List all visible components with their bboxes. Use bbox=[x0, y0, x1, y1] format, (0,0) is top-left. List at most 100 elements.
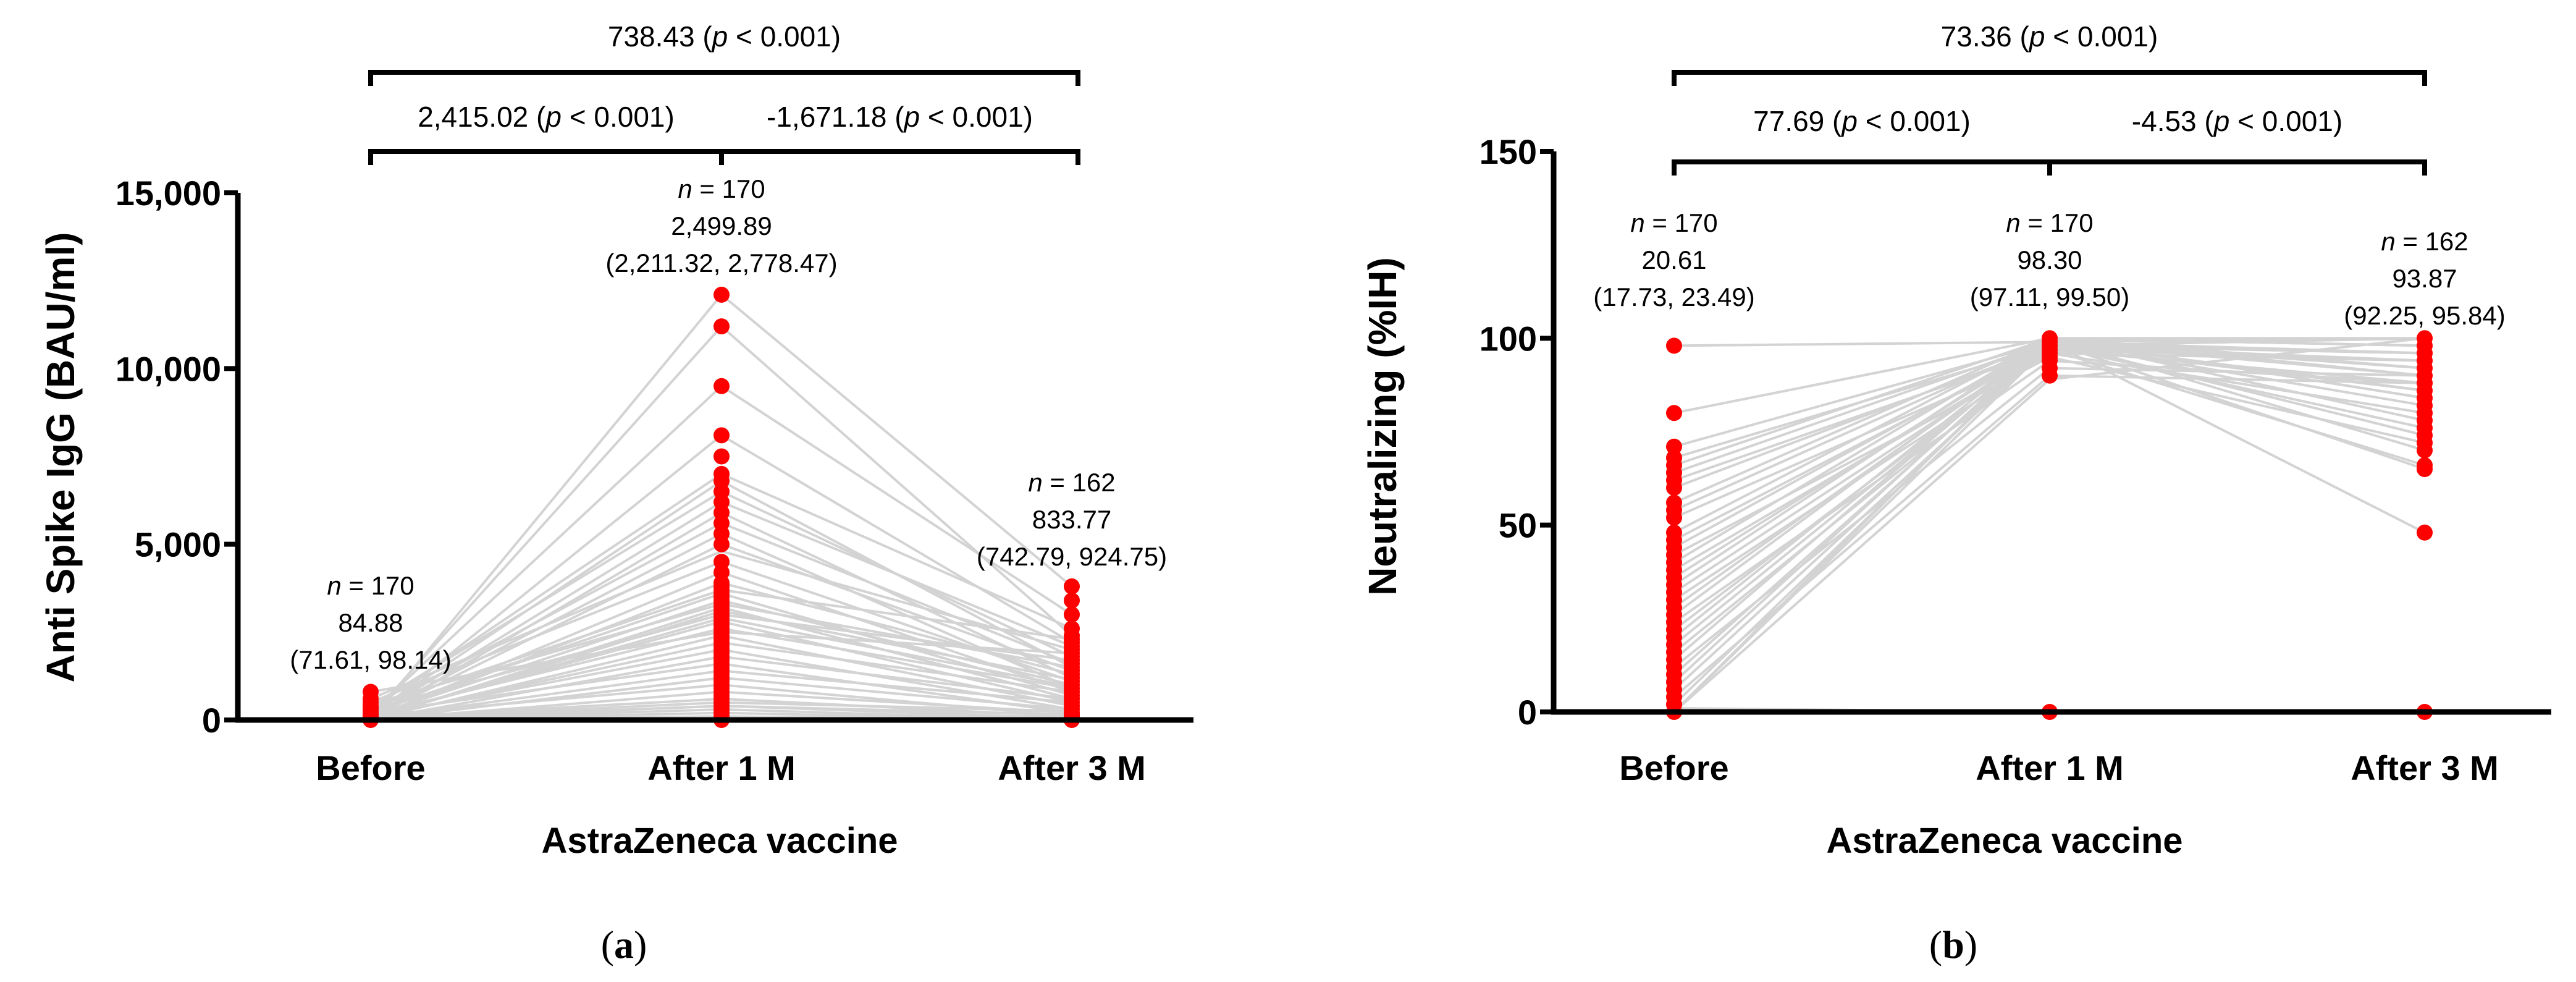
data-point-before bbox=[1666, 438, 1682, 455]
n-symbol: n bbox=[678, 174, 692, 203]
comparison-bracket bbox=[2047, 159, 2427, 176]
comparison-bracket bbox=[368, 149, 724, 165]
points-group bbox=[1666, 330, 2433, 720]
y-tick-label: 50 bbox=[1499, 506, 1537, 545]
mean-value: 833.77 bbox=[1032, 505, 1111, 534]
data-point-after-3-m bbox=[1064, 578, 1080, 595]
p-symbol: p bbox=[1840, 105, 1858, 137]
panel-a: 0 5,000 10,000 15,000 Before After 1 M After 3… bbox=[38, 20, 1193, 967]
p-symbol: p bbox=[544, 101, 562, 133]
p-value: < 0.001) bbox=[1858, 105, 1971, 137]
confidence-interval: (17.73, 23.49) bbox=[1593, 282, 1755, 311]
comparison-label: 73.36 (p < 0.001) bbox=[1941, 20, 2158, 53]
mean-value: 93.87 bbox=[2392, 264, 2457, 293]
mean-value: 84.88 bbox=[338, 608, 403, 637]
data-point-after-1-m bbox=[713, 465, 730, 482]
comparison-brackets: 73.36 (p < 0.001)77.69 (p < 0.001) -4.53 … bbox=[1672, 20, 2427, 176]
p-value: < 0.001) bbox=[2045, 20, 2158, 53]
x-tick-label-after-3-m: After 3 M bbox=[998, 748, 1146, 787]
group-annotations: n = 170 84.88 (71.61, 98.14) n = 170 2,499.8… bbox=[290, 174, 1167, 674]
y-tick-label: 0 bbox=[1518, 693, 1537, 732]
data-point-after-1-m bbox=[713, 448, 730, 465]
data-point-after-3-m bbox=[1064, 606, 1080, 623]
n-symbol: n bbox=[1028, 468, 1042, 497]
data-point-after-3-m bbox=[2417, 457, 2433, 473]
comparison-brackets: 738.43 (p < 0.001)2,415.02 (p < 0.001) -1… bbox=[368, 20, 1080, 165]
x-tick-label-after-1-m: After 1 M bbox=[1976, 748, 2124, 787]
comparison-value: 77.69 ( bbox=[1753, 105, 1842, 137]
axes-group: 0 5,000 10,000 15,000 Before After 1 M After 3… bbox=[116, 174, 1193, 787]
data-point-before bbox=[1666, 337, 1682, 354]
n-symbol: n bbox=[2006, 208, 2020, 237]
n-label: n = 170 bbox=[678, 174, 765, 203]
data-point-after-1-m bbox=[713, 378, 730, 394]
y-tick-label: 0 bbox=[202, 701, 221, 740]
n-count: = 170 bbox=[1645, 208, 1718, 237]
n-label: n = 162 bbox=[1028, 468, 1115, 497]
n-count: = 162 bbox=[2396, 227, 2469, 256]
panel-caption: (a) bbox=[601, 923, 647, 967]
comparison-label: 2,415.02 (p < 0.001) bbox=[418, 101, 675, 133]
y-axis-label: Neutralizing (%IH) bbox=[1360, 257, 1405, 596]
data-point-after-3-m bbox=[2417, 524, 2433, 541]
data-point-before bbox=[1666, 524, 1682, 541]
p-value: < 0.001) bbox=[562, 101, 675, 133]
comparison-label: 738.43 (p < 0.001) bbox=[608, 20, 841, 53]
caption-letter: a bbox=[614, 923, 634, 967]
n-label: n = 170 bbox=[1630, 208, 1717, 237]
x-tick-label-before: Before bbox=[1619, 748, 1728, 787]
comparison-bracket bbox=[1672, 159, 2052, 176]
data-point-after-1-m bbox=[713, 286, 730, 303]
confidence-interval: (92.25, 95.84) bbox=[2344, 301, 2506, 330]
data-point-before bbox=[1666, 405, 1682, 421]
y-axis-label: Anti Spike IgG (BAU/ml) bbox=[38, 232, 83, 683]
comparison-value: 73.36 ( bbox=[1941, 20, 2030, 53]
data-point-after-3-m bbox=[1064, 592, 1080, 609]
confidence-interval: (71.61, 98.14) bbox=[290, 645, 452, 674]
data-point-after-1-m bbox=[2042, 330, 2058, 347]
n-count: = 170 bbox=[2021, 208, 2094, 237]
data-point-after-3-m bbox=[2417, 330, 2433, 347]
x-tick-label-before: Before bbox=[316, 748, 425, 787]
pair-lines-group bbox=[1673, 337, 2425, 713]
n-symbol: n bbox=[327, 571, 341, 600]
data-point-before bbox=[1666, 494, 1682, 511]
p-value: < 0.001) bbox=[920, 101, 1033, 133]
data-point-after-1-m bbox=[713, 318, 730, 335]
data-point-after-1-m bbox=[713, 554, 730, 570]
mean-value: 98.30 bbox=[2017, 245, 2082, 274]
n-label: n = 170 bbox=[2006, 208, 2093, 237]
n-symbol: n bbox=[2381, 227, 2395, 256]
confidence-interval: (742.79, 924.75) bbox=[977, 542, 1167, 571]
mean-value: 2,499.89 bbox=[671, 211, 772, 240]
comparison-label: -1,671.18 (p < 0.001) bbox=[767, 101, 1033, 133]
y-tick-label: 15,000 bbox=[116, 174, 221, 213]
y-tick-label: 5,000 bbox=[135, 525, 221, 564]
y-tick-label: 10,000 bbox=[116, 349, 221, 388]
comparison-label: -4.53 (p < 0.001) bbox=[2132, 105, 2342, 137]
panel-b: 0 50 100 150 Before After 1 M After 3 M n = 17… bbox=[1360, 20, 2551, 967]
comparison-bracket bbox=[719, 149, 1080, 165]
p-symbol: p bbox=[903, 101, 920, 133]
n-symbol: n bbox=[1630, 208, 1644, 237]
data-point-after-1-m bbox=[713, 427, 730, 444]
p-symbol: p bbox=[711, 20, 728, 53]
comparison-bracket bbox=[368, 70, 1080, 86]
y-tick-label: 100 bbox=[1480, 319, 1537, 358]
n-count: = 170 bbox=[692, 174, 765, 203]
confidence-interval: (2,211.32, 2,778.47) bbox=[605, 248, 837, 277]
x-axis-label: AstraZeneca vaccine bbox=[541, 821, 898, 861]
n-label: n = 162 bbox=[2381, 227, 2468, 256]
n-count: = 162 bbox=[1043, 468, 1116, 497]
x-tick-label-after-1-m: After 1 M bbox=[647, 748, 796, 787]
comparison-label: 77.69 (p < 0.001) bbox=[1753, 105, 1971, 137]
p-symbol: p bbox=[2028, 20, 2045, 53]
data-point-before bbox=[363, 684, 379, 700]
pair-line bbox=[1673, 359, 2425, 624]
comparison-bracket bbox=[1672, 70, 2427, 86]
comparison-value: 738.43 ( bbox=[608, 20, 712, 53]
data-point-after-3-m bbox=[1064, 620, 1080, 637]
comparison-value: -1,671.18 ( bbox=[767, 101, 904, 133]
n-count: = 170 bbox=[342, 571, 415, 600]
